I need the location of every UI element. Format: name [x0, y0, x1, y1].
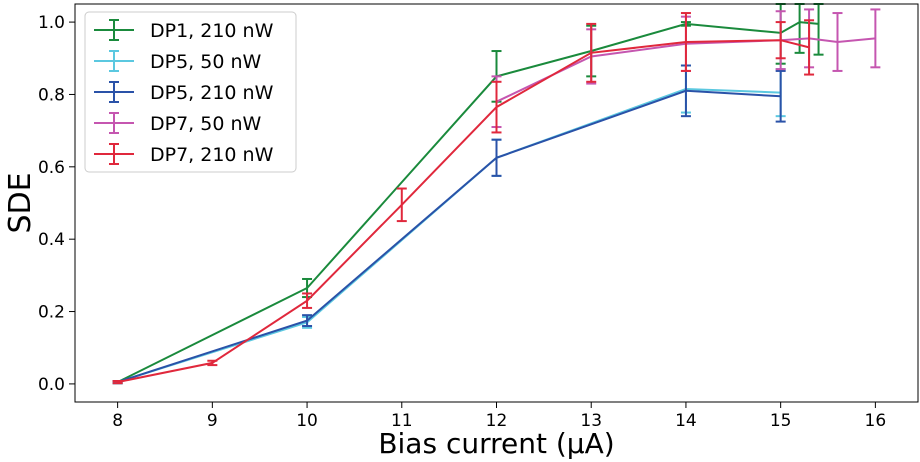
x-tick-label: 15: [770, 411, 792, 431]
x-tick-label: 12: [486, 411, 508, 431]
x-tick-label: 11: [391, 411, 413, 431]
error-bar: [804, 19, 815, 76]
y-tick-label: 0.0: [38, 375, 65, 395]
error-bar: [775, 21, 786, 60]
legend-item: DP1, 210 nW: [94, 19, 274, 42]
legend-label: DP1, 210 nW: [150, 20, 274, 42]
legend-swatch: [94, 81, 134, 103]
x-tick-label: 10: [296, 411, 318, 431]
axis-ticks: 8 9 10 11 12 13 14 15 16 0.0 0.2 0.4 0.6 0.8 1.0: [38, 13, 886, 431]
x-tick-label: 13: [580, 411, 602, 431]
legend-label: DP5, 50 nW: [150, 51, 262, 73]
error-bar: [680, 12, 691, 72]
legend-item: DP7, 50 nW: [94, 112, 262, 135]
error-bar: [396, 187, 407, 223]
error-bar: [302, 292, 313, 309]
legend-swatch: [94, 143, 134, 165]
error-bar: [302, 314, 313, 328]
y-axis-title: SDE: [3, 172, 38, 233]
error-bar: [775, 69, 786, 123]
legend-box: [84, 11, 297, 173]
legend-label: DP7, 50 nW: [150, 113, 262, 135]
x-tick-label: 16: [865, 411, 887, 431]
x-tick-label: 8: [112, 411, 123, 431]
x-tick-label: 9: [207, 411, 218, 431]
y-tick-label: 0.6: [38, 158, 65, 178]
legend-item: DP5, 50 nW: [94, 50, 262, 73]
series-line: [117, 21, 819, 383]
error-bar: [813, 3, 824, 56]
x-tick-label: 14: [675, 411, 697, 431]
legend-item: DP5, 210 nW: [94, 81, 274, 104]
chart-marks: [112, 3, 881, 385]
y-tick-label: 0.2: [38, 303, 65, 323]
series-4: [112, 12, 815, 385]
error-bar: [207, 359, 218, 367]
y-tick-label: 0.4: [38, 230, 65, 250]
error-bar: [491, 138, 502, 177]
y-tick-label: 1.0: [38, 13, 65, 33]
error-bar: [112, 380, 123, 385]
legend-label: DP5, 210 nW: [150, 82, 274, 104]
legend-item: DP7, 210 nW: [94, 143, 274, 166]
legend-swatch: [94, 112, 134, 134]
legend-swatch: [94, 50, 134, 72]
error-bar: [586, 22, 597, 83]
error-bar: [870, 8, 881, 69]
x-axis-title: Bias current (μA): [378, 427, 614, 460]
legend-label: DP7, 210 nW: [150, 144, 274, 166]
error-bar: [491, 80, 502, 134]
error-bar: [832, 12, 843, 72]
y-tick-label: 0.8: [38, 85, 65, 105]
legend-swatch: [94, 19, 134, 41]
legend: DP1, 210 nW DP5, 50 nW DP5, 210 nW DP7, 50 …: [84, 11, 297, 173]
